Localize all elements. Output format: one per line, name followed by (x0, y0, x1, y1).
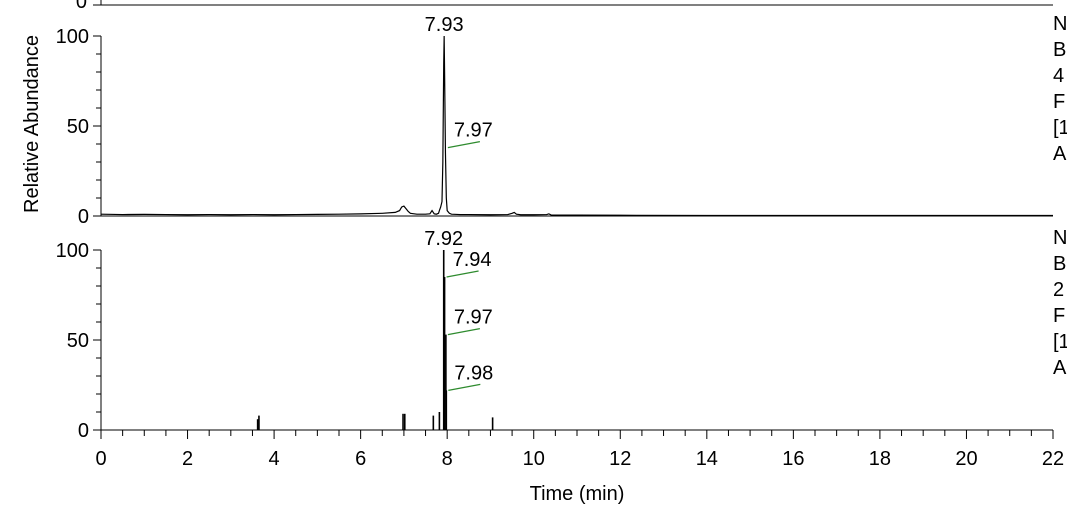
panel-2-y-tick-label: 50 (67, 330, 89, 352)
panel-2-y-tick-label: 100 (56, 240, 89, 262)
x-axis-label: Time (min) (530, 483, 625, 505)
panel-1-info-label: F (1053, 91, 1065, 113)
x-tick-label: 8 (442, 448, 453, 470)
panel-2-peak-label: 7.98 (454, 362, 493, 384)
top-partial-axes: 0 (76, 0, 1053, 13)
panel-2-peak-label: 7.94 (453, 249, 492, 271)
x-axis: 0 2 4 6 8 10 12 14 16 18 20 22 (95, 430, 1064, 470)
x-tick-label: 12 (609, 448, 631, 470)
panel-1-peak-label: 7.97 (454, 120, 493, 142)
panel-2-info-label: A (1053, 357, 1067, 379)
panel-2-y-tick-label: 0 (78, 420, 89, 442)
panel-2-leader-line (447, 328, 480, 336)
panel-1-y-tick-label: 100 (56, 26, 89, 48)
x-tick-label: 10 (523, 448, 545, 470)
panel-2-info-label: B (1053, 253, 1066, 275)
x-tick-label: 14 (696, 448, 718, 470)
x-tick-label: 16 (782, 448, 804, 470)
panel-2-info-label: F (1053, 305, 1065, 327)
x-tick-label: 20 (955, 448, 977, 470)
panel-1-info-label: [1 (1053, 117, 1067, 139)
panel-2-axes: 0 50 100 (56, 240, 1053, 442)
x-tick-label: 4 (269, 448, 280, 470)
panel-2-info-label: 2 (1053, 279, 1064, 301)
panel-1-y-tick-label: 50 (67, 116, 89, 138)
panel-1-y-tick-label: 0 (78, 206, 89, 228)
panel-1-info-label: 4 (1053, 65, 1064, 87)
series-layer (100, 35, 1053, 430)
top-partial-y-tick-label: 0 (76, 0, 87, 13)
panel-2-leader-line (446, 270, 479, 278)
x-tick-label: 6 (355, 448, 366, 470)
panel-1-peak-label: 7.93 (425, 14, 464, 36)
panel-1-info-label: N (1053, 13, 1067, 35)
panel-2-peak-label: 7.97 (454, 307, 493, 329)
panel-1-info-label: B (1053, 39, 1066, 61)
panel-1-leader-line (447, 141, 480, 149)
x-tick-label: 18 (869, 448, 891, 470)
x-tick-label: 22 (1042, 448, 1064, 470)
panel-2-peak-label: 7.92 (424, 228, 463, 250)
panel-1-series-line (100, 35, 1053, 217)
panel-2-leader-line (448, 383, 481, 391)
panel-1-info-label: A (1053, 143, 1067, 165)
y-axis-label: Relative Abundance (21, 35, 43, 213)
x-tick-label: 0 (95, 448, 106, 470)
panel-2-info-label: N (1053, 227, 1067, 249)
panel-2-info-label: [1 (1053, 331, 1067, 353)
x-tick-label: 2 (182, 448, 193, 470)
panel-1-axes: 0 50 100 (56, 26, 1053, 228)
